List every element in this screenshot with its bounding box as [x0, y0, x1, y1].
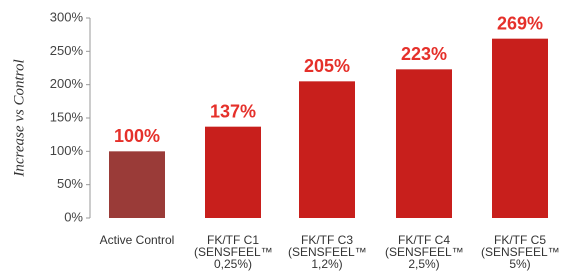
- bar: [299, 81, 355, 218]
- value-label: 269%: [497, 13, 543, 33]
- value-label: 223%: [401, 44, 447, 64]
- chart-container: Increase vs Control 0% 50% 100% 150% 200% 250…: [0, 0, 570, 275]
- y-tick-label: 0%: [64, 209, 83, 224]
- bar: [492, 39, 548, 218]
- x-tick-label: Active Control: [98, 234, 176, 246]
- value-label: 100%: [114, 126, 160, 146]
- y-tick-label: 200%: [50, 76, 84, 91]
- x-tick-label: FK/TF C1 (SENSFEEL™ 0,25%): [194, 234, 272, 270]
- value-label: 205%: [304, 56, 350, 76]
- x-tick-label: FK/TF C3 (SENSFEEL™ 1,2%): [288, 234, 366, 270]
- y-axis-label: Increase vs Control: [11, 59, 27, 177]
- bar: [109, 151, 165, 218]
- bar: [396, 69, 452, 218]
- y-tick-label: 50%: [57, 176, 83, 191]
- value-label: 137%: [210, 101, 256, 121]
- x-tick-label: FK/TF C4 (SENSFEEL™ 2,5%): [385, 234, 463, 270]
- bar: [205, 127, 261, 218]
- y-tick-label: 150%: [50, 109, 84, 124]
- y-tick-label: 300%: [50, 9, 84, 24]
- y-tick-label: 100%: [50, 143, 84, 158]
- y-tick-label: 250%: [50, 43, 84, 58]
- x-tick-label: FK/TF C5 (SENSFEEL™ 5%): [481, 234, 559, 270]
